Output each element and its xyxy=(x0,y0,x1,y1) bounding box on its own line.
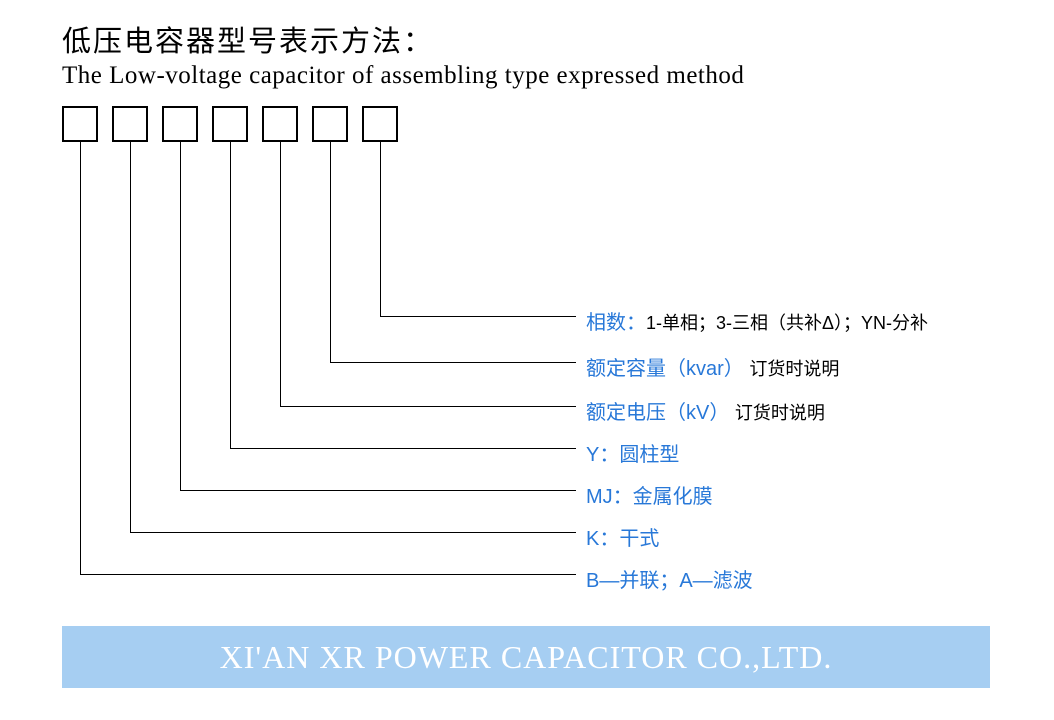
connector-vline xyxy=(330,142,331,362)
legend-key: B—并联；A—滤波 xyxy=(586,570,753,592)
legend-row-2: 额定电压（kV） 订货时说明 xyxy=(586,396,825,425)
legend-key: 额定容量（kvar） xyxy=(586,358,749,380)
footer-banner: XI'AN XR POWER CAPACITOR CO.,LTD. xyxy=(62,626,990,688)
connector-vline xyxy=(380,142,381,316)
title-english: The Low-voltage capacitor of assembling … xyxy=(62,62,744,90)
footer-text: XI'AN XR POWER CAPACITOR CO.,LTD. xyxy=(220,639,833,675)
legend-desc: 订货时说明 xyxy=(749,359,839,379)
legend-desc: 订货时说明 xyxy=(735,403,825,423)
legend-key: K：干式 xyxy=(586,528,659,550)
connector-vline xyxy=(130,142,131,532)
connector-hline xyxy=(380,316,576,317)
code-box-6 xyxy=(362,106,398,142)
connector-vline xyxy=(180,142,181,490)
code-box-3 xyxy=(212,106,248,142)
legend-key: 额定电压（kV） xyxy=(586,402,735,424)
legend-row-5: K：干式 xyxy=(586,522,659,551)
legend-row-0: 相数：1-单相；3-三相（共补Δ）；YN-分补 xyxy=(586,306,928,335)
legend-key: MJ：金属化膜 xyxy=(586,486,713,508)
code-box-1 xyxy=(112,106,148,142)
code-box-2 xyxy=(162,106,198,142)
connector-hline xyxy=(80,574,576,575)
connector-hline xyxy=(130,532,576,533)
legend-desc: 1-单相；3-三相（共补Δ）；YN-分补 xyxy=(646,313,928,333)
legend-key: 相数： xyxy=(586,312,646,334)
code-box-0 xyxy=(62,106,98,142)
legend-row-3: Y：圆柱型 xyxy=(586,438,679,467)
connector-hline xyxy=(180,490,576,491)
legend-row-1: 额定容量（kvar） 订货时说明 xyxy=(586,352,839,381)
legend-key: Y：圆柱型 xyxy=(586,444,679,466)
legend-row-4: MJ：金属化膜 xyxy=(586,480,713,509)
legend-row-6: B—并联；A—滤波 xyxy=(586,564,753,593)
connector-vline xyxy=(80,142,81,574)
connector-hline xyxy=(280,406,576,407)
code-box-5 xyxy=(312,106,348,142)
connector-vline xyxy=(230,142,231,448)
code-box-4 xyxy=(262,106,298,142)
title-chinese: 低压电容器型号表示方法： xyxy=(62,18,434,60)
connector-hline xyxy=(230,448,576,449)
connector-hline xyxy=(330,362,576,363)
connector-vline xyxy=(280,142,281,406)
